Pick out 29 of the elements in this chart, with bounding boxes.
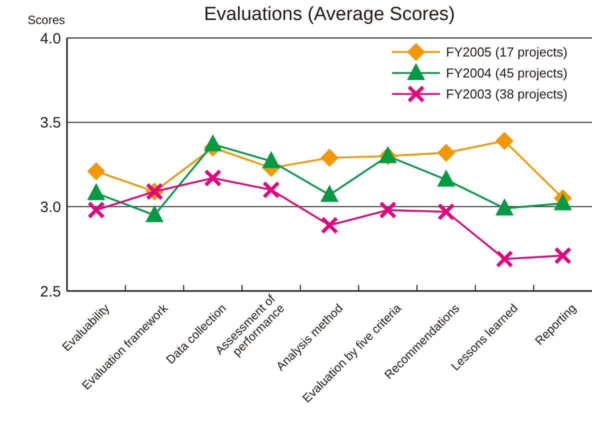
point	[320, 216, 338, 234]
point	[204, 169, 222, 187]
point	[320, 184, 338, 202]
point	[87, 201, 105, 219]
point	[554, 246, 572, 264]
y-axis-title: Scores	[28, 13, 65, 27]
legend-label: FY2004 (45 projects)	[446, 66, 568, 81]
point	[496, 132, 514, 150]
point	[320, 148, 338, 167]
point	[437, 144, 456, 162]
y-tick-label: 4.0	[40, 30, 61, 48]
y-tick-label: 2.5	[40, 283, 61, 300]
point	[437, 170, 456, 187]
point	[87, 162, 106, 180]
legend-label: FY2005 (17 projects)	[446, 44, 568, 60]
point	[262, 181, 280, 199]
point	[262, 151, 280, 168]
point	[146, 205, 164, 222]
point	[437, 202, 455, 220]
legend-label: FY2003 (38 projects)	[446, 86, 568, 102]
y-tick-label: 3.0	[40, 198, 61, 216]
point	[554, 193, 572, 210]
chart-title: Evaluations (Average Scores)	[204, 4, 455, 25]
point	[204, 134, 222, 152]
y-tick-label: 3.5	[40, 114, 61, 132]
point	[379, 201, 397, 219]
point	[87, 183, 106, 200]
point	[496, 198, 514, 216]
point	[496, 250, 514, 268]
